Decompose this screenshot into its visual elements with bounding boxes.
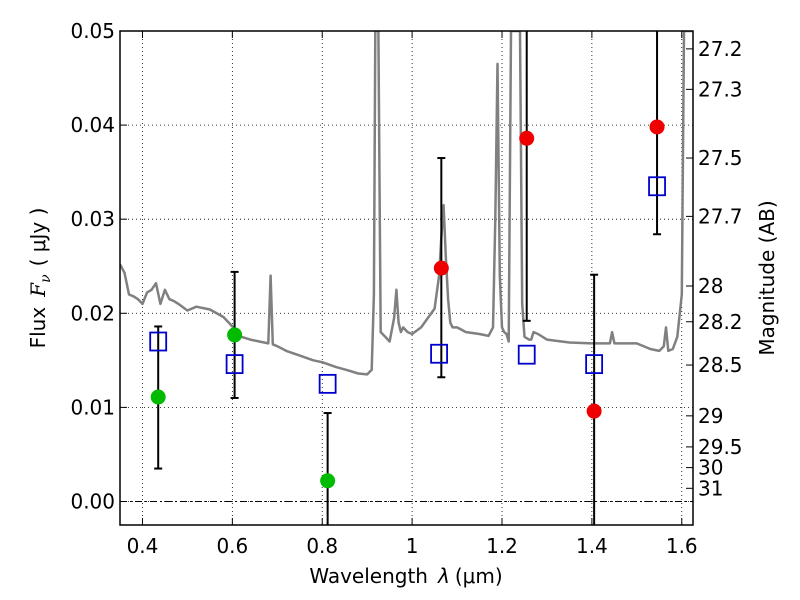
observed-flux-point	[433, 260, 449, 276]
y-tick-label: 0.02	[70, 301, 115, 325]
model-flux-point	[225, 354, 244, 374]
y2-tick-label: 28.2	[698, 310, 743, 334]
observed-flux-point	[586, 403, 602, 419]
y2-tick-label: 31	[698, 476, 723, 500]
observed-flux-point	[227, 327, 243, 343]
x-tick-label: 1.6	[666, 534, 698, 558]
y-tick-label: 0.04	[70, 113, 115, 137]
observed-flux-point	[519, 130, 535, 146]
y2-tick-label: 28.5	[698, 353, 743, 377]
y-tick-label: 0.00	[70, 489, 115, 513]
observed-flux-point	[649, 119, 665, 135]
x-tick-label: 1.4	[576, 534, 608, 558]
model-flux-point	[648, 176, 666, 197]
y2-tick-label: 27.3	[698, 77, 743, 101]
y2-tick-label: 27.2	[698, 37, 743, 61]
x-tick-label: 0.6	[216, 534, 248, 558]
y2-tick-label: 29.5	[698, 435, 743, 459]
y-tick-label: 0.03	[70, 207, 115, 231]
grid-lines	[120, 31, 693, 525]
plot-frame	[119, 30, 694, 526]
y2-tick-label: 28	[698, 274, 723, 298]
y2-tick-label: 27.7	[698, 204, 743, 228]
y2-tick-label: 30	[698, 456, 723, 480]
model-flux-point	[517, 344, 536, 365]
observed-flux-point	[320, 473, 336, 489]
y-axis-label: FluxFν( μJy )	[26, 208, 54, 349]
x-tick-label: 0.8	[306, 534, 338, 558]
x-axis-label: Wavelength λ (μm)	[309, 564, 502, 588]
model-flux-point	[318, 373, 337, 394]
y-tick-label: 0.01	[70, 395, 115, 419]
x-tick-label: 0.4	[127, 534, 159, 558]
observed-flux-point	[150, 389, 166, 405]
model-flux-point	[430, 343, 448, 364]
y2-tick-label: 29	[698, 404, 723, 428]
y2-tick-label: 27.5	[698, 146, 743, 170]
model-flux-point	[585, 354, 604, 374]
y-tick-label: 0.05	[70, 19, 115, 43]
plot-area	[120, 31, 693, 525]
x-tick-label: 1	[406, 534, 419, 558]
x-tick-label: 1.2	[486, 534, 518, 558]
model-flux-point	[149, 331, 168, 352]
spectrum-line	[120, 31, 693, 376]
axes: 0.4 0.6 0.8 1 1.2 1.4 1.6 0.00 0.01 0.02 0.03 0.04 0…	[70, 19, 742, 558]
y2-axis-label: Magnitude (AB)	[755, 200, 779, 355]
